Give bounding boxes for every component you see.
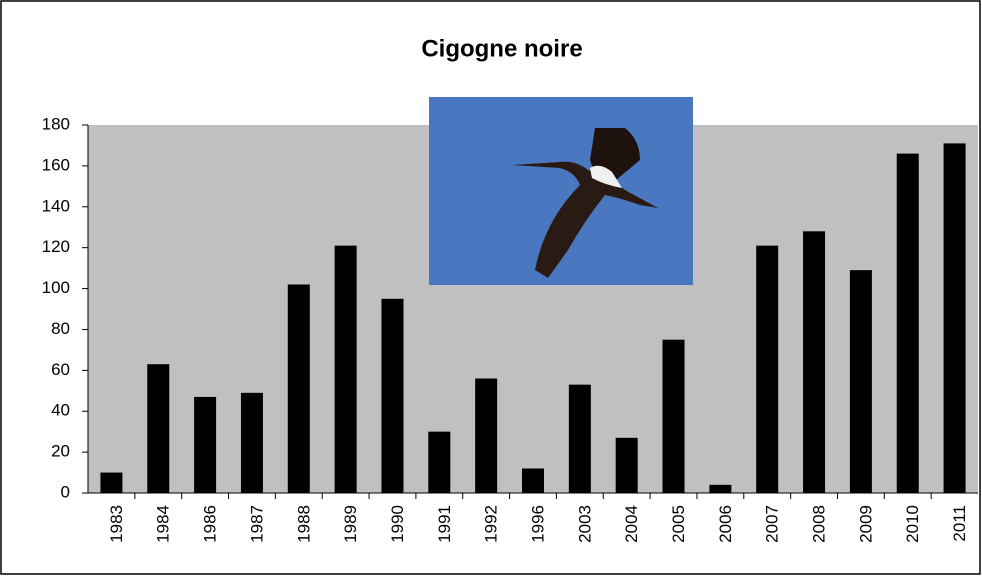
bars xyxy=(100,143,966,494)
x-tick-label: 2011 xyxy=(950,505,969,542)
stork-photo xyxy=(429,97,693,285)
x-tick-label: 1989 xyxy=(341,505,360,543)
y-tick-label: 120 xyxy=(42,237,70,256)
y-tick-label: 80 xyxy=(51,319,70,338)
x-tick-label: 2009 xyxy=(856,505,875,543)
bar xyxy=(334,245,357,493)
x-tick-label: 1988 xyxy=(294,505,313,543)
photo-belly xyxy=(590,165,622,188)
y-tick-label: 140 xyxy=(42,196,70,215)
bar xyxy=(662,339,685,493)
bar xyxy=(896,153,919,493)
x-tick-label: 1992 xyxy=(482,505,501,543)
y-tick-label: 0 xyxy=(61,482,70,501)
chart-title: Cigogne noire xyxy=(421,35,582,62)
bar xyxy=(709,484,732,493)
bar xyxy=(100,472,123,493)
x-tick-label: 1986 xyxy=(201,505,220,543)
x-tick-label: 2006 xyxy=(716,505,735,543)
x-tick-label: 2010 xyxy=(903,505,922,543)
y-tick-label: 160 xyxy=(42,155,70,174)
x-tick-label: 2008 xyxy=(810,505,829,543)
x-tick-label: 1983 xyxy=(107,505,126,543)
y-tick-label: 60 xyxy=(51,360,70,379)
x-tick-label: 1990 xyxy=(388,505,407,543)
bar xyxy=(240,392,263,493)
bar xyxy=(381,298,404,493)
y-tick-label: 20 xyxy=(51,442,70,461)
x-tick-label: 1991 xyxy=(435,505,454,543)
y-tick-label: 40 xyxy=(51,401,70,420)
bar xyxy=(147,364,170,493)
x-tick-label: 2005 xyxy=(669,505,688,543)
x-tick-label: 1996 xyxy=(528,505,547,543)
x-tick-label: 1987 xyxy=(247,505,266,543)
x-tick-label: 2004 xyxy=(622,505,641,543)
bar xyxy=(287,284,310,493)
y-tick-label: 100 xyxy=(42,278,70,297)
bar xyxy=(756,245,779,493)
x-tick-label: 2003 xyxy=(575,505,594,543)
bar xyxy=(568,384,591,493)
bar xyxy=(849,270,872,493)
y-tick-label: 180 xyxy=(42,114,70,133)
bar xyxy=(428,431,451,493)
photo-bird xyxy=(512,161,658,278)
bar xyxy=(522,468,544,493)
bar xyxy=(615,437,638,493)
bar xyxy=(475,378,498,493)
x-tick-label: 2007 xyxy=(763,505,782,543)
bar xyxy=(943,143,966,493)
bar xyxy=(194,396,217,493)
x-tick-label: 1984 xyxy=(154,505,173,543)
bar xyxy=(803,231,826,494)
